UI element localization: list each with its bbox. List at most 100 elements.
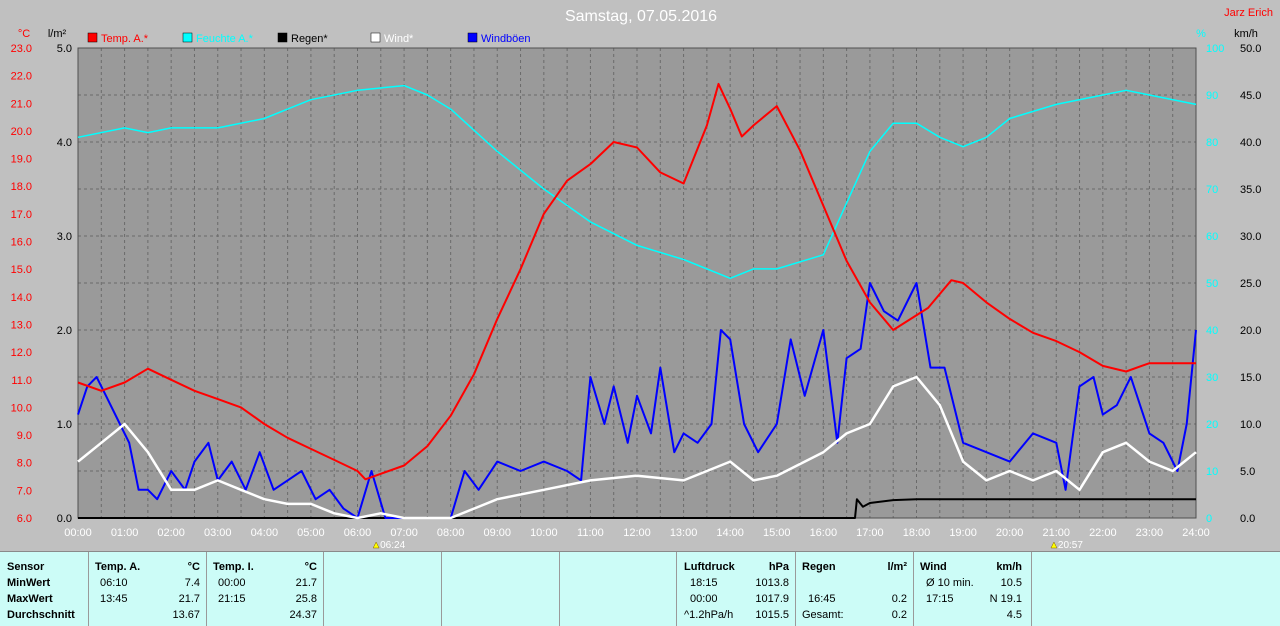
- unit-rain-label: l/m²: [48, 28, 67, 40]
- x-tick-label: 07:00: [390, 527, 418, 539]
- chart-title: Samstag, 07.05.2016: [565, 8, 717, 25]
- temp-tick-label: 11.0: [11, 375, 32, 387]
- rain-tick-label: 4.0: [57, 137, 72, 149]
- x-tick-label: 14:00: [716, 527, 744, 539]
- legend-swatch: [467, 32, 478, 43]
- stats-regen-value: 0.2: [891, 593, 907, 605]
- temp-tick-label: 6.0: [17, 513, 32, 525]
- temp-tick-label: 7.0: [17, 485, 32, 497]
- wind-tick-label: 25.0: [1240, 278, 1261, 290]
- rain-tick-label: 1.0: [57, 419, 72, 431]
- temp-tick-label: 13.0: [11, 319, 32, 331]
- stats-wind-value: 4.5: [1006, 609, 1022, 621]
- temp-tick-label: 20.0: [11, 126, 32, 138]
- x-tick-label: 02:00: [157, 527, 185, 539]
- temp-tick-label: 8.0: [17, 458, 32, 470]
- stats-header-luftdruck: Luftdruck: [684, 561, 735, 573]
- stats-header-temp-a-unit: °C: [187, 561, 200, 573]
- author-label: Jarz Erich: [1224, 7, 1273, 19]
- humidity-tick-label: 60: [1206, 231, 1218, 243]
- legend-label: Windböen: [481, 33, 531, 45]
- stats-header-temp-i-unit: °C: [304, 561, 317, 573]
- x-tick-label: 22:00: [1089, 527, 1117, 539]
- x-tick-label: 11:00: [577, 527, 604, 539]
- stats-header-temp-a: Temp. A.: [95, 561, 141, 573]
- temp-tick-label: 16.0: [11, 237, 32, 249]
- stats-temp-a-value: 7.4: [184, 577, 200, 589]
- stats-temp-a-time: 13:45: [100, 593, 128, 605]
- legend-swatch: [370, 32, 381, 43]
- humidity-tick-label: 10: [1206, 466, 1218, 478]
- x-tick-label: 24:00: [1182, 527, 1210, 539]
- temp-tick-label: 9.0: [17, 430, 32, 442]
- stats-regen-time: 16:45: [808, 593, 836, 605]
- stats-temp-i-value: 24.37: [289, 609, 317, 621]
- wind-tick-label: 10.0: [1240, 419, 1261, 431]
- wind-tick-label: 40.0: [1240, 137, 1261, 149]
- wind-tick-label: 20.0: [1240, 325, 1261, 337]
- legend: Temp. A.* Feuchte A.* Regen* Wind* Windböen: [87, 32, 531, 45]
- stats-temp-a-value: 13.67: [172, 609, 200, 621]
- x-tick-label: 08:00: [437, 527, 465, 539]
- legend-swatch: [277, 32, 288, 43]
- legend-swatch: [182, 32, 193, 43]
- humidity-tick-label: 70: [1206, 184, 1218, 196]
- x-tick-label: 18:00: [903, 527, 931, 539]
- stats-row-label: Durchschnitt: [7, 609, 75, 621]
- grid-lines: [77, 47, 1197, 519]
- wind-tick-label: 45.0: [1240, 90, 1261, 102]
- unit-temp-label: °C: [18, 28, 30, 40]
- stats-header-regen-unit: l/m²: [887, 561, 907, 573]
- stats-wind-time: Ø 10 min.: [926, 577, 974, 589]
- stats-row-label: MinWert: [7, 577, 51, 589]
- stats-header-temp-i: Temp. I.: [213, 561, 254, 573]
- temp-tick-label: 10.0: [11, 402, 32, 414]
- x-tick-label: 10:00: [530, 527, 558, 539]
- sunrise-label: 06:24: [380, 540, 405, 551]
- x-tick-label: 12:00: [623, 527, 651, 539]
- rain-tick-label: 2.0: [57, 325, 72, 337]
- x-tick-label: 03:00: [204, 527, 232, 539]
- rain-tick-label: 0.0: [57, 513, 72, 525]
- weather-chart: Samstag, 07.05.2016 Jarz Erich °C l/m² %…: [10, 7, 1273, 551]
- stats-temp-i-time: 00:00: [218, 577, 246, 589]
- stats-luft-value: 1013.8: [755, 577, 789, 589]
- sun-markers: 06:24 20:57: [372, 540, 1083, 551]
- sunset-label: 20:57: [1058, 540, 1083, 551]
- stats-temp-i-value: 25.8: [295, 593, 317, 605]
- stats-regen-time: Gesamt:: [802, 609, 844, 621]
- unit-humidity-label: %: [1196, 28, 1206, 40]
- stats-wind-value: 10.5: [1000, 577, 1022, 589]
- stats-regen-value: 0.2: [891, 609, 907, 621]
- x-tick-label: 04:00: [251, 527, 279, 539]
- x-tick-label: 19:00: [949, 527, 977, 539]
- series-line: [77, 375, 1197, 520]
- stats-luft-time: 18:15: [690, 577, 718, 589]
- legend-label: Wind*: [384, 33, 414, 45]
- temp-tick-label: 18.0: [11, 181, 32, 193]
- humidity-tick-label: 30: [1206, 372, 1218, 384]
- temp-tick-label: 23.0: [11, 43, 32, 55]
- stats-temp-i-value: 21.7: [295, 577, 317, 589]
- temp-tick-label: 19.0: [11, 154, 32, 166]
- wind-tick-label: 50.0: [1240, 43, 1261, 55]
- stats-luft-value: 1015.5: [755, 609, 789, 621]
- series-line: [78, 498, 1196, 519]
- legend-label: Feuchte A.*: [196, 33, 254, 45]
- sunset-icon: [1050, 541, 1058, 549]
- stats-header-wind: Wind: [920, 561, 947, 573]
- humidity-tick-label: 40: [1206, 325, 1218, 337]
- stats-header-sensor: Sensor: [7, 561, 45, 573]
- series-line: [77, 82, 1196, 481]
- temp-tick-label: 17.0: [11, 209, 32, 221]
- data-series: [77, 82, 1197, 520]
- humidity-tick-label: 90: [1206, 90, 1218, 102]
- temp-tick-label: 12.0: [11, 347, 32, 359]
- x-tick-label: 23:00: [1136, 527, 1164, 539]
- wind-tick-label: 0.0: [1240, 513, 1255, 525]
- x-tick-label: 20:00: [996, 527, 1024, 539]
- humidity-tick-label: 50: [1206, 278, 1218, 290]
- temp-tick-label: 15.0: [11, 264, 32, 276]
- sunrise-icon: [372, 541, 380, 549]
- stats-wind-time: 17:15: [926, 593, 954, 605]
